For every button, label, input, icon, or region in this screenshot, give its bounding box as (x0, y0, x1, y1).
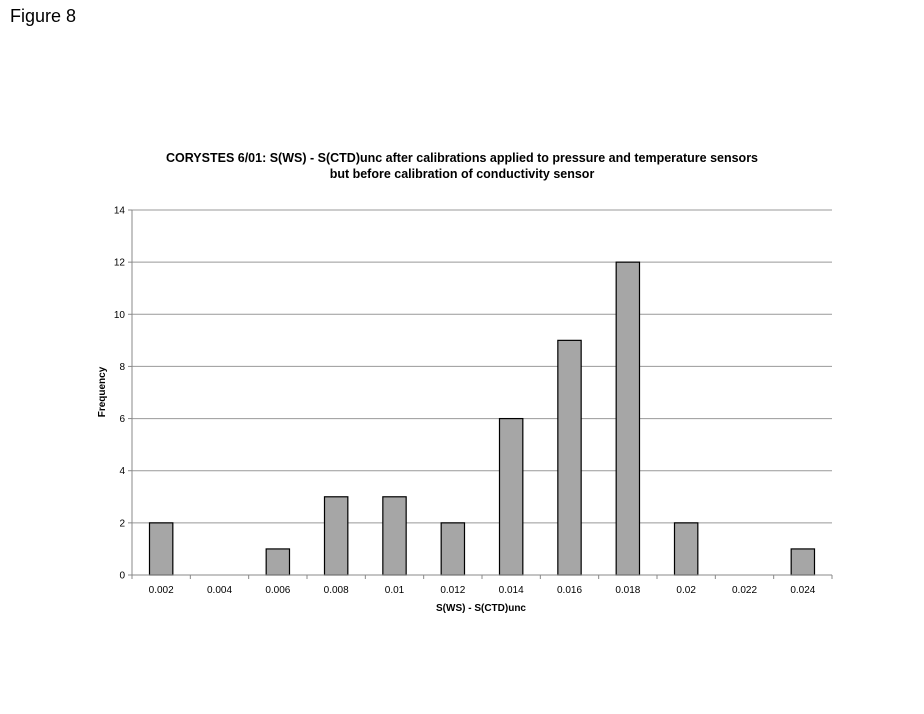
x-axis-label: S(WS) - S(CTD)unc (436, 603, 526, 614)
bar-0.01 (382, 496, 407, 576)
bar-0.006 (265, 548, 291, 576)
bar-0.014 (498, 417, 524, 576)
x-tick-label: 0.014 (499, 585, 524, 596)
y-tick-label: 10 (114, 310, 126, 321)
y-axis-label: Frequency (97, 366, 108, 417)
y-tick-label: 4 (119, 466, 125, 477)
x-tick-label: 0.022 (732, 585, 757, 596)
x-tick-label: 0.008 (324, 585, 349, 596)
chart-title-line-2: but before calibration of conductivity s… (330, 167, 595, 181)
x-tick-label: 0.012 (440, 585, 465, 596)
bar-0.02 (673, 522, 699, 576)
x-tick-label: 0.018 (615, 585, 640, 596)
bar-0.002 (148, 522, 174, 576)
bar-0.012 (440, 522, 466, 576)
axes (128, 209, 833, 579)
gridlines (132, 209, 832, 524)
chart-title-line-1: CORYSTES 6/01: S(WS) - S(CTD)unc after c… (166, 151, 758, 165)
x-tick-label: 0.006 (265, 585, 290, 596)
bar-0.016 (557, 339, 582, 576)
y-tick-label: 8 (119, 362, 125, 373)
y-tick-label: 0 (119, 571, 125, 582)
x-tick-label: 0.002 (149, 585, 174, 596)
figure-label: Figure 8 (10, 6, 77, 26)
y-tick-label: 2 (119, 518, 125, 529)
y-tick-label: 12 (114, 258, 126, 269)
bars (148, 261, 816, 576)
x-tick-label: 0.01 (385, 585, 405, 596)
bar-0.018 (615, 261, 641, 576)
x-tick-label: 0.024 (790, 585, 815, 596)
x-tick-label: 0.02 (676, 585, 696, 596)
y-tick-labels: 0 2 4 6 8 10 12 14 (114, 206, 126, 582)
x-tick-label: 0.016 (557, 585, 582, 596)
x-tick-label: 0.004 (207, 585, 232, 596)
y-tick-label: 6 (119, 414, 125, 425)
x-tick-labels: 0.002 0.004 0.006 0.008 0.01 0.012 0.014 0.016 0… (149, 585, 816, 596)
bar-0.024 (790, 548, 816, 576)
bar-0.008 (323, 496, 349, 576)
y-tick-label: 14 (114, 206, 126, 217)
